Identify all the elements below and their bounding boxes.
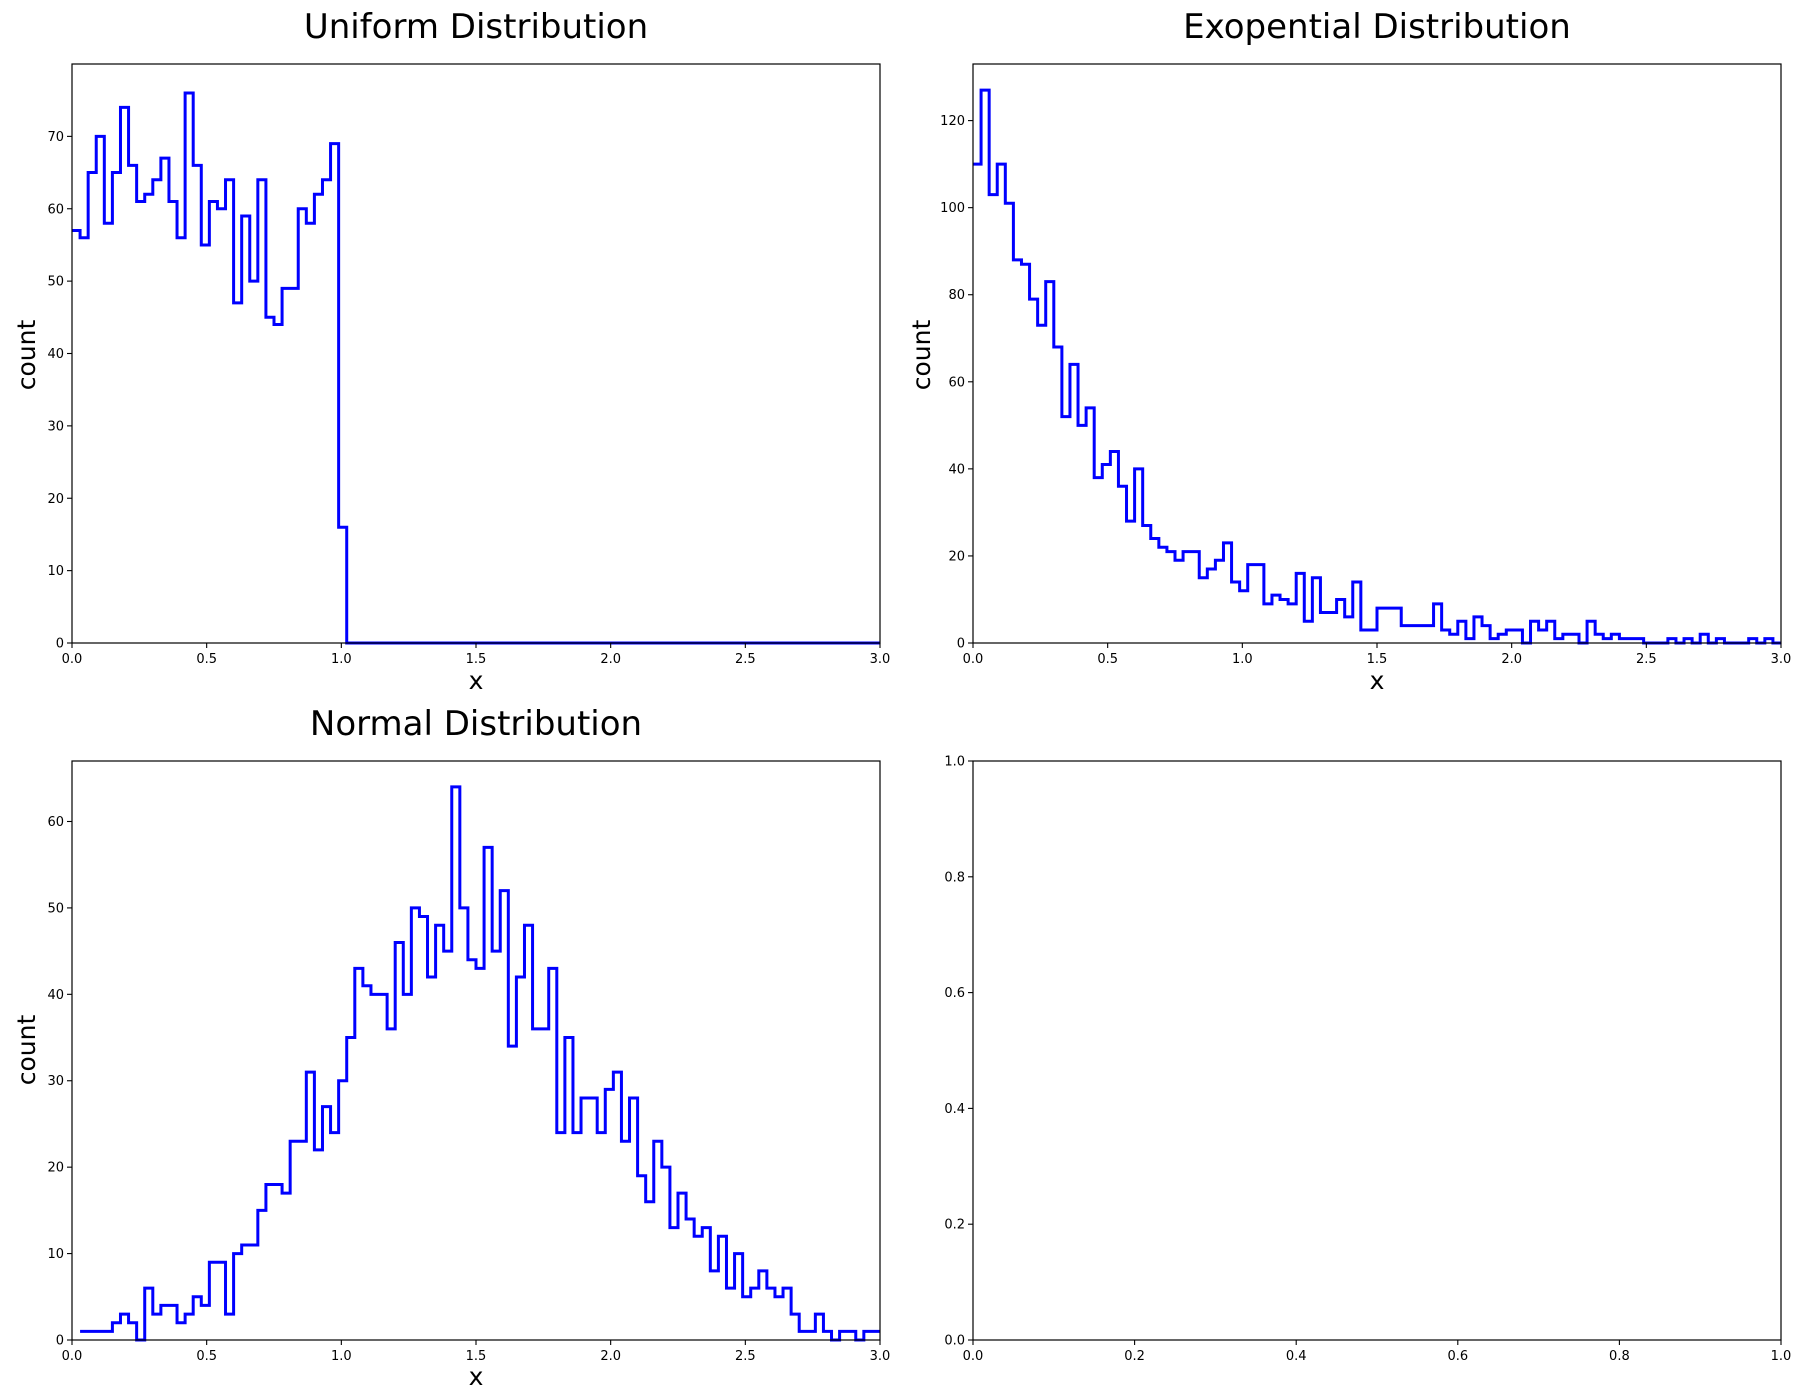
uniform-x-tick-label: 2.5 xyxy=(735,652,756,667)
normal-distribution-panel: Normal Distribution x count 0.0 0.5 1.0 1.5… xyxy=(12,704,890,1391)
uniform-y-axis-label: count xyxy=(12,320,41,391)
normal-y-tick-label: 50 xyxy=(47,901,64,916)
normal-y-tick-label: 10 xyxy=(47,1247,64,1262)
normal-x-tick-label: 2.5 xyxy=(735,1349,756,1364)
normal-x-tick-label: 1.5 xyxy=(466,1349,487,1364)
normal-y-tick-label: 30 xyxy=(47,1074,64,1089)
empty-axes-panel: 0.0 0.2 0.4 0.6 0.8 1.0 0.0 0.2 0.4 0.6 0.8 1.0 xyxy=(944,755,1791,1365)
empty-y-tick-label: 0.2 xyxy=(944,1218,965,1233)
empty-x-tick-label: 1.0 xyxy=(1771,1349,1792,1364)
exponential-y-axis-label: count xyxy=(907,320,936,391)
empty-y-tick-label: 0.6 xyxy=(944,986,965,1001)
empty-y-tick-label: 1.0 xyxy=(944,755,965,770)
empty-x-tick-label: 0.0 xyxy=(963,1349,984,1364)
normal-x-tick-label: 1.0 xyxy=(331,1349,352,1364)
uniform-x-axis-label: x xyxy=(469,666,484,695)
normal-x-tick-label: 3.0 xyxy=(870,1349,891,1364)
uniform-y-tick-label: 70 xyxy=(47,130,64,145)
exponential-x-tick-label: 2.5 xyxy=(1636,652,1657,667)
normal-histogram-line xyxy=(80,785,880,1342)
uniform-distribution-panel: Uniform Distribution x count 0.0 0.5 1.0 1.… xyxy=(12,7,890,695)
uniform-y-tick-label: 40 xyxy=(47,347,64,362)
empty-x-tick-label: 0.4 xyxy=(1286,1349,1307,1364)
empty-x-tick-label: 0.6 xyxy=(1447,1349,1468,1364)
uniform-y-tick-label: 50 xyxy=(47,275,64,290)
exponential-x-tick-label: 1.5 xyxy=(1367,652,1388,667)
uniform-y-tick-label: 30 xyxy=(47,419,64,434)
normal-x-tick-label: 0.0 xyxy=(62,1349,83,1364)
uniform-y-tick-label: 10 xyxy=(47,564,64,579)
normal-y-tick-label: 20 xyxy=(47,1161,64,1176)
exponential-y-tick-label: 20 xyxy=(948,549,965,564)
empty-x-tick-label: 0.2 xyxy=(1124,1349,1145,1364)
empty-x-tick-label: 0.8 xyxy=(1609,1349,1630,1364)
exponential-y-tick-label: 120 xyxy=(940,114,965,129)
uniform-x-tick-label: 1.0 xyxy=(331,652,352,667)
exponential-x-tick-label: 3.0 xyxy=(1771,652,1792,667)
uniform-histogram-line xyxy=(72,91,880,645)
exponential-x-tick-label: 1.0 xyxy=(1232,652,1253,667)
uniform-x-tick-label: 2.0 xyxy=(600,652,621,667)
empty-y-tick-label: 0.8 xyxy=(944,870,965,885)
empty-y-tick-label: 0.4 xyxy=(944,1102,965,1117)
exponential-histogram-line xyxy=(973,88,1781,645)
normal-chart-title: Normal Distribution xyxy=(310,704,642,744)
empty-y-tick-label: 0.0 xyxy=(944,1334,965,1349)
uniform-y-tick-label: 60 xyxy=(47,202,64,217)
exponential-distribution-panel: Exopential Distribution x count 0.0 0.5 1.… xyxy=(907,7,1791,695)
uniform-x-tick-label: 1.5 xyxy=(466,652,487,667)
normal-x-tick-label: 2.0 xyxy=(600,1349,621,1364)
uniform-chart-title: Uniform Distribution xyxy=(304,7,648,47)
normal-x-axis-label: x xyxy=(469,1362,484,1391)
exponential-y-tick-label: 80 xyxy=(948,288,965,303)
normal-y-tick-label: 40 xyxy=(47,988,64,1003)
exponential-y-tick-label: 40 xyxy=(948,462,965,477)
uniform-y-tick-label: 0 xyxy=(56,637,64,652)
uniform-x-tick-label: 0.5 xyxy=(196,652,217,667)
exponential-chart-title: Exopential Distribution xyxy=(1183,7,1571,47)
normal-x-tick-label: 0.5 xyxy=(196,1349,217,1364)
normal-y-axis-label: count xyxy=(12,1015,41,1086)
exponential-x-tick-label: 2.0 xyxy=(1501,652,1522,667)
exponential-y-tick-label: 0 xyxy=(957,637,965,652)
exponential-y-tick-label: 60 xyxy=(948,375,965,390)
exponential-y-tick-label: 100 xyxy=(940,201,965,216)
uniform-x-tick-label: 0.0 xyxy=(62,652,83,667)
exponential-x-tick-label: 0.0 xyxy=(963,652,984,667)
empty-axes-frame xyxy=(972,760,1782,1341)
uniform-x-tick-label: 3.0 xyxy=(870,652,891,667)
uniform-y-tick-label: 20 xyxy=(47,492,64,507)
exponential-x-axis-label: x xyxy=(1370,666,1385,695)
exponential-x-tick-label: 0.5 xyxy=(1097,652,1118,667)
normal-y-tick-label: 60 xyxy=(47,815,64,830)
normal-y-tick-label: 0 xyxy=(56,1334,64,1349)
